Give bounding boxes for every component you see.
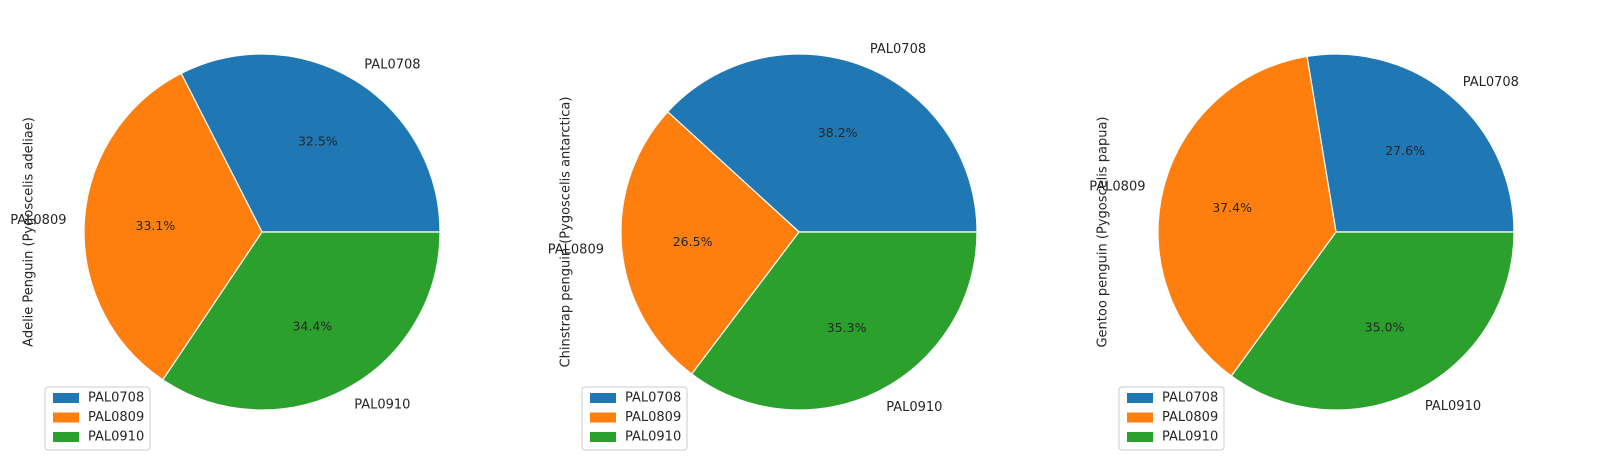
legend-swatch-pal0708 bbox=[1127, 393, 1153, 403]
slice-label-pal0910: PAL0910 bbox=[886, 400, 942, 415]
pct-label-pal0708: 38.2% bbox=[818, 125, 858, 140]
y-axis-label: Gentoo penguin (Pygoscelis papua) bbox=[1096, 116, 1111, 347]
pct-label-pal0910: 35.3% bbox=[827, 320, 867, 335]
legend-entry-pal0910: PAL0910 bbox=[1162, 430, 1218, 445]
legend-swatch-pal0809 bbox=[53, 412, 79, 423]
pct-label-pal0809: 37.4% bbox=[1212, 200, 1252, 215]
pie-slice-pal0809 bbox=[620, 110, 800, 375]
pie-slice-pal0910 bbox=[690, 231, 978, 411]
legend-swatch-pal0809 bbox=[590, 412, 616, 423]
pie-slice-pal0809 bbox=[1157, 55, 1337, 377]
slice-label-pal0708: PAL0708 bbox=[870, 42, 926, 57]
legend-entry-pal0910: PAL0910 bbox=[88, 430, 144, 445]
pct-label-pal0708: 27.6% bbox=[1385, 143, 1425, 158]
legend-entry-pal0809: PAL0809 bbox=[88, 410, 144, 425]
legend-swatch-pal0910 bbox=[53, 432, 79, 442]
legend: PAL0708 PAL0809 PAL0910 bbox=[1118, 386, 1225, 451]
slice-label-pal0809: PAL0809 bbox=[10, 213, 66, 228]
pie-slice-pal0708 bbox=[666, 53, 978, 233]
pie-slice-pal0910 bbox=[1230, 231, 1515, 411]
slice-label-pal0708: PAL0708 bbox=[1463, 75, 1519, 90]
pie-slice-pal0708 bbox=[1306, 53, 1515, 233]
y-axis-label: Adelie Penguin (Pygoscelis adeliae) bbox=[22, 117, 37, 347]
legend-swatch-pal0910 bbox=[1127, 432, 1153, 442]
pie-slice-pal0809 bbox=[83, 72, 263, 381]
y-axis-label: Chinstrap penguin (Pygoscelis antarctica… bbox=[559, 97, 574, 368]
legend-entry-pal0708: PAL0708 bbox=[88, 391, 144, 406]
legend-swatch-pal0809 bbox=[1127, 412, 1153, 423]
legend-swatch-pal0708 bbox=[590, 393, 616, 403]
legend-entry-pal0708: PAL0708 bbox=[625, 391, 681, 406]
pie-chart-2: 38.2% PAL0708 26.5% PAL0809 35.3% PAL0910 Chin… bbox=[548, 42, 978, 451]
pie-chart-3: 27.6% PAL0708 37.4% PAL0809 35.0% PAL0910 Gent… bbox=[1089, 53, 1519, 451]
slice-label-pal0708: PAL0708 bbox=[364, 58, 420, 73]
pie-chart-1: 32.5% PAL0708 33.1% PAL0809 34.4% PAL0910 Adel… bbox=[10, 53, 441, 451]
pie-slice-pal0910 bbox=[162, 231, 441, 411]
pct-label-pal0809: 33.1% bbox=[136, 218, 176, 233]
legend: PAL0708 PAL0809 PAL0910 bbox=[581, 386, 688, 451]
pct-label-pal0910: 34.4% bbox=[292, 319, 332, 334]
slice-label-pal0809: PAL0809 bbox=[1089, 179, 1145, 194]
slice-label-pal0809: PAL0809 bbox=[548, 242, 604, 257]
legend-swatch-pal0708 bbox=[53, 393, 79, 403]
legend-swatch-pal0910 bbox=[590, 432, 616, 442]
legend-entry-pal0708: PAL0708 bbox=[1162, 391, 1218, 406]
legend-entry-pal0809: PAL0809 bbox=[625, 410, 681, 425]
pct-label-pal0708: 32.5% bbox=[298, 133, 338, 148]
slice-label-pal0910: PAL0910 bbox=[354, 397, 410, 412]
pct-label-pal0910: 35.0% bbox=[1365, 320, 1405, 335]
legend: PAL0708 PAL0809 PAL0910 bbox=[44, 386, 151, 451]
pct-label-pal0809: 26.5% bbox=[673, 234, 713, 249]
slice-label-pal0910: PAL0910 bbox=[1425, 399, 1481, 414]
legend-entry-pal0809: PAL0809 bbox=[1162, 410, 1218, 425]
pie-slice-pal0708 bbox=[180, 53, 441, 233]
legend-entry-pal0910: PAL0910 bbox=[625, 430, 681, 445]
